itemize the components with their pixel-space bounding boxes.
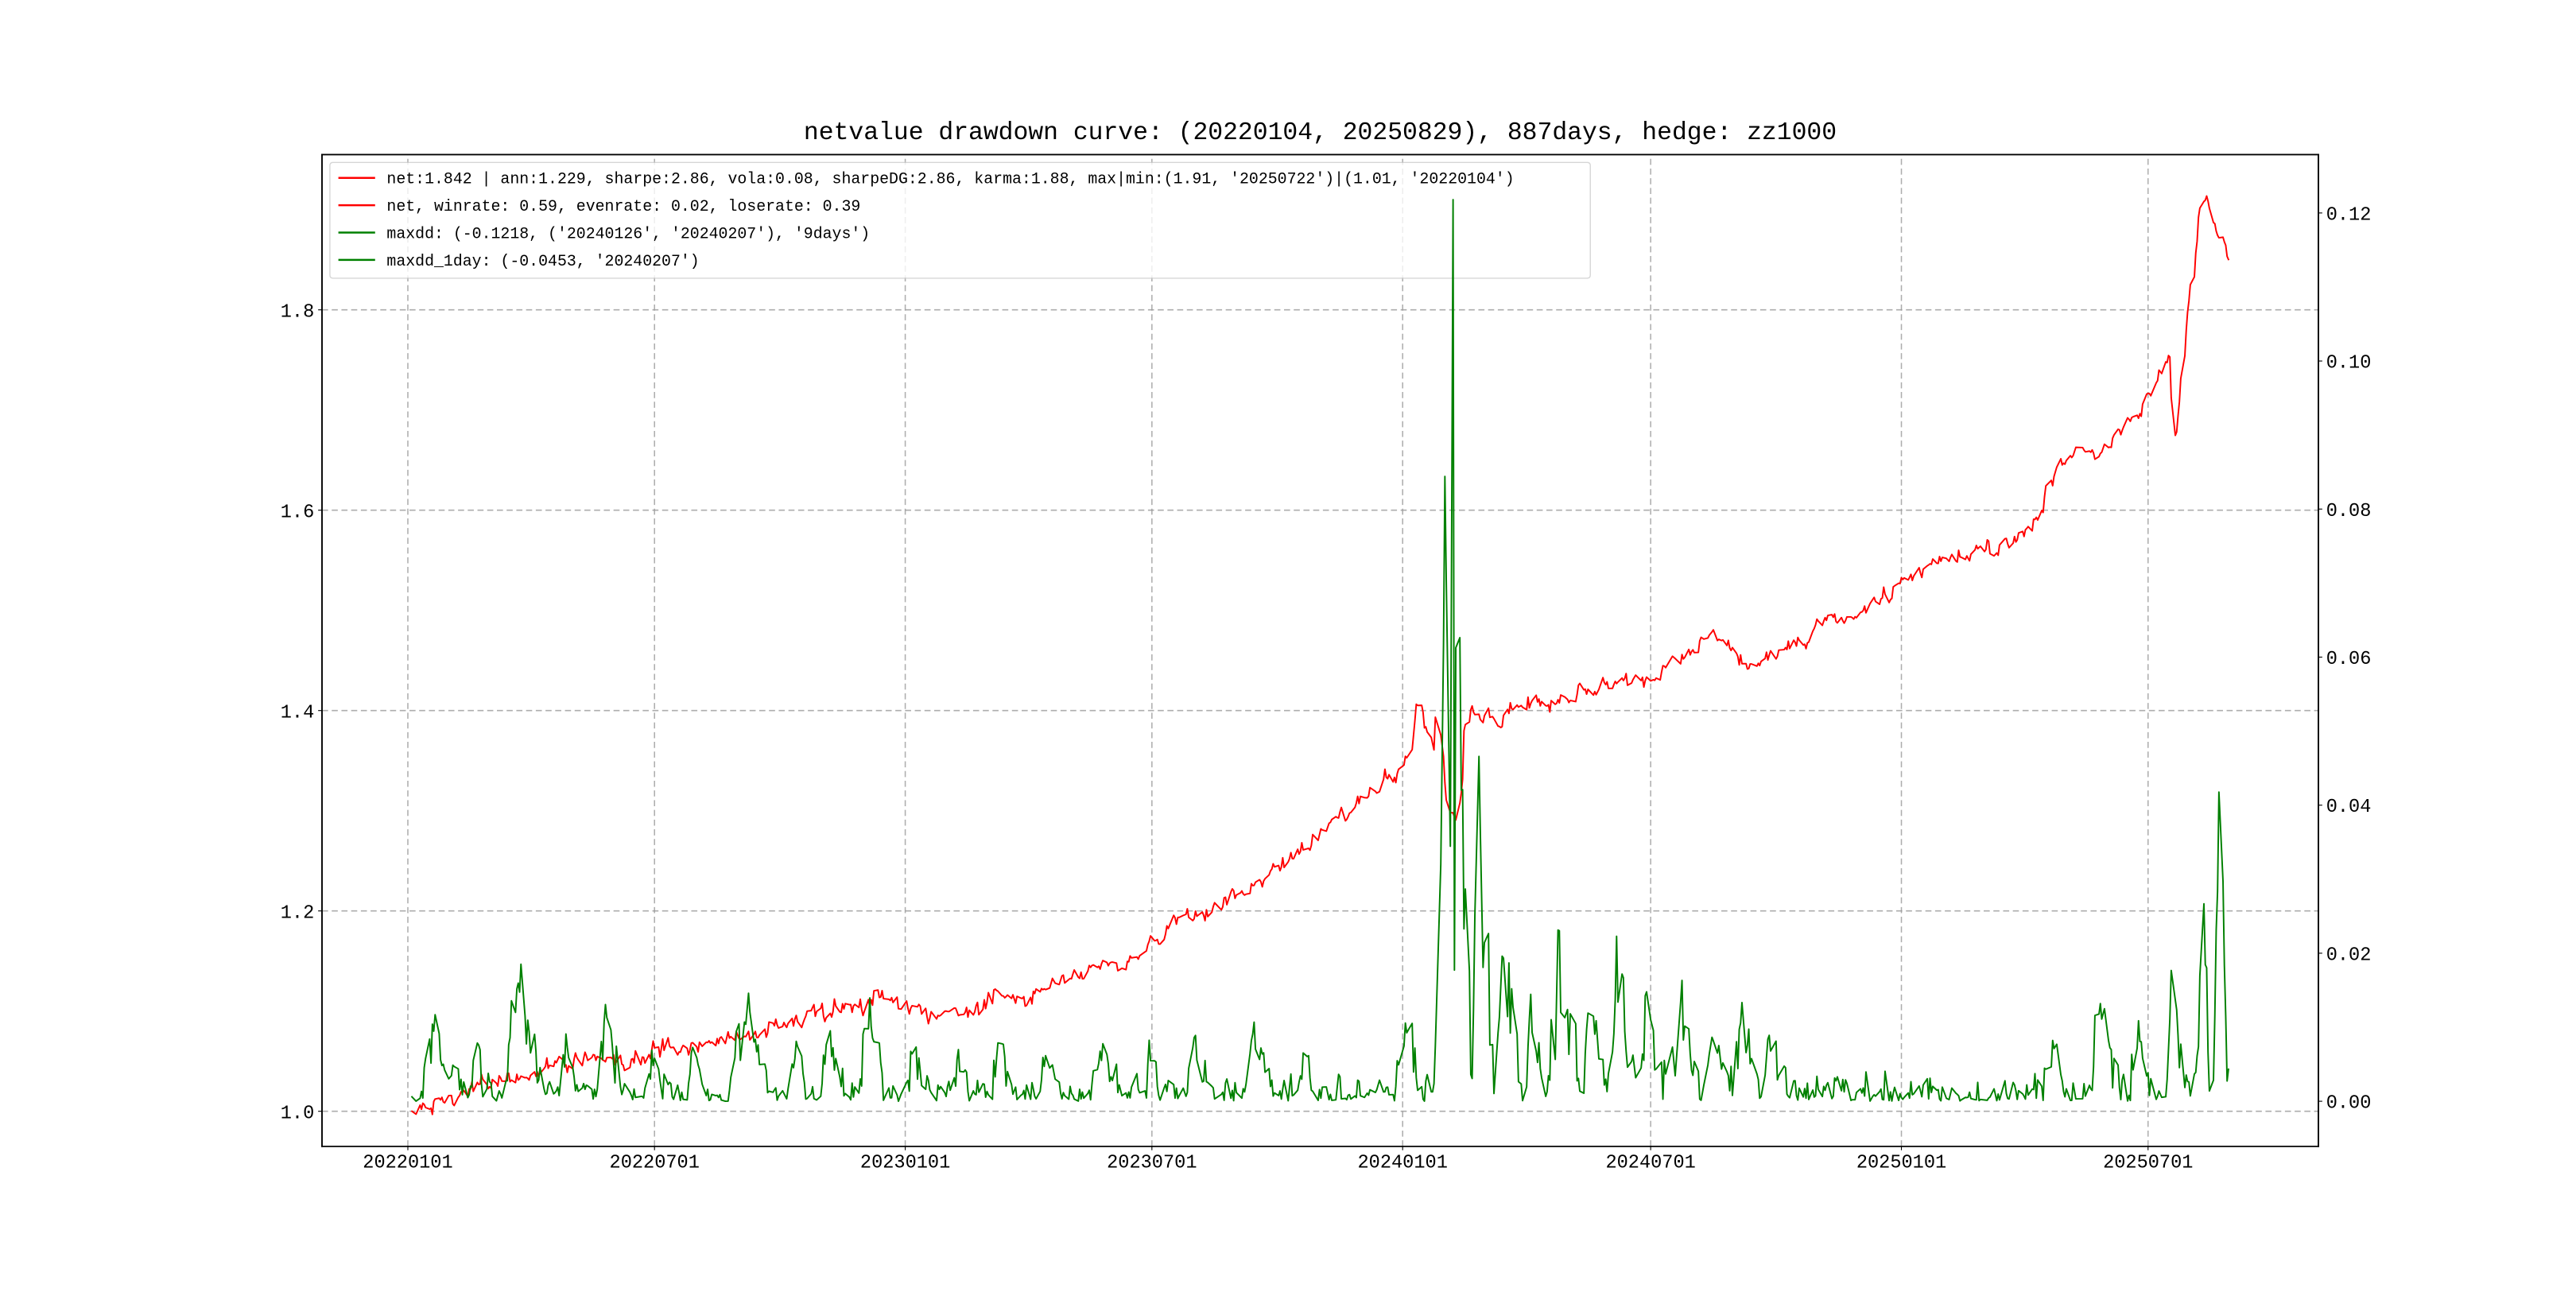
svg-text:0.08: 0.08 xyxy=(2326,501,2372,522)
svg-text:maxdd: (-0.1218, ('20240126': maxdd: (-0.1218, ('20240126', '20240207'… xyxy=(386,224,870,242)
svg-text:0.12: 0.12 xyxy=(2326,204,2372,226)
svg-text:1.4: 1.4 xyxy=(281,702,315,724)
svg-text:0.02: 0.02 xyxy=(2326,945,2372,966)
svg-text:20250701: 20250701 xyxy=(2103,1153,2193,1174)
svg-text:net:1.842 | ann:1.229, sharpe: net:1.842 | ann:1.229, sharpe:2.86, vola… xyxy=(386,170,1514,188)
svg-text:20240101: 20240101 xyxy=(1358,1153,1448,1174)
svg-text:20220101: 20220101 xyxy=(363,1153,452,1174)
svg-text:maxdd_1day: (-0.0453, '20240: maxdd_1day: (-0.0453, '20240207') xyxy=(386,252,699,270)
svg-text:net, winrate: 0.59, evenrate:: net, winrate: 0.59, evenrate: 0.02, lose… xyxy=(386,197,860,215)
svg-text:0.04: 0.04 xyxy=(2326,797,2372,818)
svg-text:1.2: 1.2 xyxy=(281,902,315,924)
svg-text:0.06: 0.06 xyxy=(2326,649,2372,670)
svg-text:20230101: 20230101 xyxy=(860,1153,950,1174)
svg-text:1.0: 1.0 xyxy=(281,1103,315,1124)
svg-text:20240701: 20240701 xyxy=(1605,1153,1695,1174)
svg-text:20220701: 20220701 xyxy=(610,1153,700,1174)
svg-text:0.10: 0.10 xyxy=(2326,353,2372,374)
svg-text:1.8: 1.8 xyxy=(281,301,315,323)
svg-text:20230701: 20230701 xyxy=(1107,1153,1197,1174)
svg-text:0.00: 0.00 xyxy=(2326,1093,2372,1115)
svg-text:1.6: 1.6 xyxy=(281,502,315,523)
svg-text:20250101: 20250101 xyxy=(1856,1153,1946,1174)
svg-text:netvalue drawdown curve: (2022: netvalue drawdown curve: (20220104, 2025… xyxy=(804,119,1837,147)
